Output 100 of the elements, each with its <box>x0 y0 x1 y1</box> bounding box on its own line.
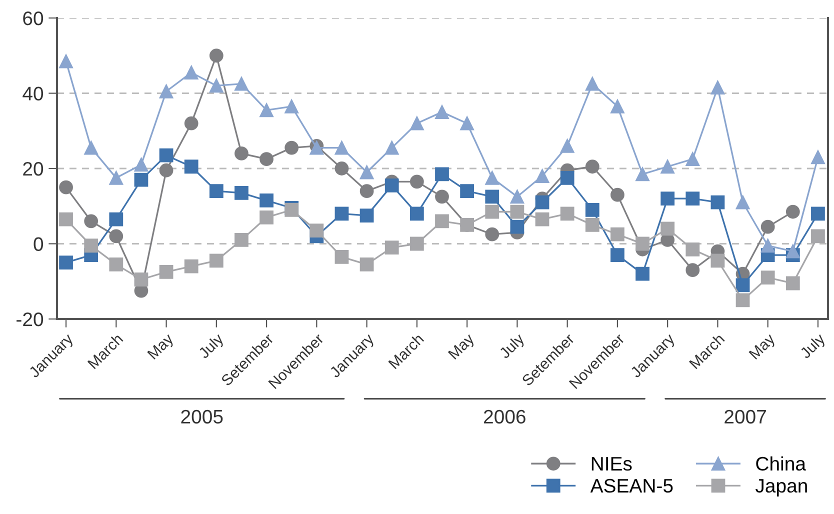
point <box>159 148 174 162</box>
x-tick-label: May <box>448 332 478 362</box>
text: 2005 <box>181 410 223 424</box>
point <box>485 170 500 185</box>
point <box>334 140 349 155</box>
point <box>460 116 474 130</box>
point <box>234 146 248 160</box>
point <box>109 229 124 244</box>
point <box>260 194 274 208</box>
point <box>686 242 700 256</box>
point <box>184 160 198 174</box>
y-tick-label: -20 <box>16 312 44 326</box>
point <box>811 150 825 164</box>
point <box>310 224 324 238</box>
y-tick-label: 20 <box>23 162 44 176</box>
point <box>360 184 374 198</box>
point <box>585 202 600 217</box>
x-tick-label: July <box>498 332 528 362</box>
point <box>134 272 148 286</box>
x-tick-label: May <box>147 332 176 362</box>
point <box>610 188 624 202</box>
point <box>710 195 725 210</box>
point <box>686 263 700 278</box>
point <box>209 78 224 93</box>
point <box>686 152 700 166</box>
point <box>284 140 299 155</box>
point <box>410 236 424 251</box>
point <box>435 167 449 182</box>
point <box>710 80 725 95</box>
point <box>410 116 424 130</box>
point <box>134 172 148 187</box>
point <box>334 206 349 221</box>
point <box>410 206 424 221</box>
point <box>260 103 274 118</box>
point <box>510 220 524 234</box>
legend-label: China <box>756 456 806 471</box>
point <box>209 254 224 268</box>
point <box>460 184 474 198</box>
y-tick-label: 0 <box>34 237 44 251</box>
point <box>485 190 500 204</box>
point <box>585 218 600 232</box>
point <box>159 163 174 178</box>
point <box>710 254 725 268</box>
point <box>736 278 750 292</box>
point <box>510 190 524 204</box>
point <box>760 220 775 234</box>
point <box>560 170 574 185</box>
point <box>786 204 800 219</box>
x-tick-label: July <box>197 332 226 362</box>
point <box>84 140 98 155</box>
point <box>610 227 624 242</box>
point <box>535 212 550 226</box>
point <box>485 204 500 219</box>
point <box>736 293 750 308</box>
y-tick-label: 60 <box>23 11 44 26</box>
point <box>736 195 750 210</box>
point <box>660 222 675 236</box>
text: 2006 <box>484 410 526 424</box>
point <box>660 192 675 206</box>
legend-label: NIEs <box>592 457 632 471</box>
point <box>284 99 299 114</box>
point <box>159 265 174 279</box>
point <box>109 170 124 185</box>
point <box>334 250 349 264</box>
legend-label: ASEAN-5 <box>590 478 673 493</box>
point <box>84 238 98 253</box>
x-tick-label: July <box>798 332 828 362</box>
point <box>811 206 825 221</box>
point <box>384 240 399 254</box>
point <box>334 162 349 176</box>
point <box>59 256 73 270</box>
point <box>109 212 124 226</box>
point <box>585 76 600 91</box>
point <box>760 238 775 253</box>
point <box>84 214 98 228</box>
point <box>59 212 73 226</box>
point <box>560 138 574 153</box>
point <box>260 152 274 166</box>
point <box>260 210 274 224</box>
point <box>660 160 675 174</box>
point <box>184 66 198 80</box>
point <box>134 158 148 172</box>
point <box>410 174 424 189</box>
point <box>435 214 449 228</box>
point <box>585 160 600 174</box>
point <box>209 48 224 63</box>
point <box>384 140 399 155</box>
point <box>636 167 650 182</box>
point <box>59 54 73 68</box>
point <box>686 192 700 206</box>
point <box>59 180 73 194</box>
point <box>535 169 550 183</box>
point <box>384 178 399 192</box>
y-tick-label: 40 <box>22 86 44 100</box>
point <box>234 186 248 200</box>
point <box>560 206 574 221</box>
point <box>485 227 500 242</box>
point <box>159 84 174 98</box>
point <box>636 266 650 281</box>
point <box>786 244 800 258</box>
